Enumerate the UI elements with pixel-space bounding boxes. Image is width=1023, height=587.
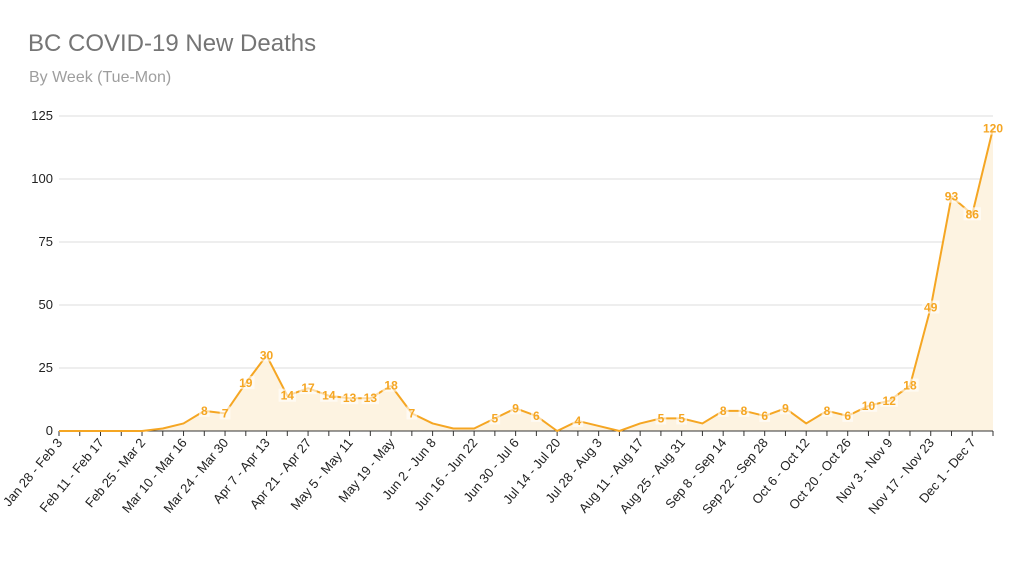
data-label-bg: [821, 403, 833, 417]
data-label-bg: [922, 300, 940, 314]
data-label-bg: [198, 403, 210, 417]
data-label-bg: [842, 408, 854, 422]
data-label-bg: [278, 388, 296, 402]
data-label: 30: [260, 348, 274, 362]
data-label: 13: [364, 391, 378, 405]
data-label-bg: [299, 381, 317, 395]
data-label-bg: [901, 378, 919, 392]
y-tick-label: 25: [39, 360, 53, 375]
data-label: 19: [239, 376, 253, 390]
data-label: 10: [862, 399, 876, 413]
data-label: 17: [301, 381, 315, 395]
data-label: 120: [983, 122, 1003, 136]
data-label-bg: [361, 391, 380, 405]
data-label-bg: [963, 207, 981, 221]
data-label: 8: [741, 404, 748, 418]
data-label: 86: [966, 207, 980, 221]
data-label-bg: [859, 398, 878, 412]
data-label-bg: [655, 411, 667, 425]
data-label-bg: [320, 388, 338, 402]
data-label-bg: [572, 413, 584, 427]
chart-subtitle: By Week (Tue-Mon): [29, 69, 172, 86]
data-label: 7: [222, 406, 229, 420]
data-label-bg: [531, 408, 542, 422]
data-label-bg: [257, 348, 276, 362]
data-label-bg: [942, 189, 961, 203]
data-label: 4: [575, 414, 582, 428]
y-tick-label: 0: [46, 423, 53, 438]
data-label-bg: [237, 376, 255, 390]
series-area-fill: [59, 128, 993, 431]
data-label-bg: [510, 401, 521, 415]
data-label: 5: [678, 411, 685, 425]
data-label: 8: [720, 404, 727, 418]
data-label: 14: [322, 389, 336, 403]
series-line: [59, 128, 994, 432]
data-label-bg: [759, 408, 771, 422]
data-label: 7: [409, 406, 416, 420]
data-label-bg: [219, 406, 231, 420]
data-label: 13: [343, 391, 357, 405]
data-label-bg: [340, 391, 359, 405]
data-label-bg: [980, 121, 1006, 135]
data-label: 93: [945, 190, 959, 204]
data-label-bg: [489, 411, 501, 425]
y-tick-label: 100: [31, 171, 53, 186]
data-label: 18: [903, 379, 917, 393]
data-label: 9: [512, 401, 519, 415]
data-label-bg: [717, 403, 729, 417]
data-label: 8: [201, 404, 208, 418]
data-label-bg: [382, 378, 400, 392]
y-tick-label: 75: [39, 234, 53, 249]
data-label-bg: [880, 393, 898, 407]
data-label: 9: [782, 401, 789, 415]
data-label: 8: [824, 404, 831, 418]
data-label: 6: [761, 409, 768, 423]
chart-title: BC COVID-19 New Deaths: [28, 30, 317, 57]
data-label-bg: [738, 403, 750, 417]
y-tick-label: 50: [39, 297, 53, 312]
data-label-bg: [406, 406, 418, 420]
data-label: 49: [924, 301, 938, 315]
data-label-bg: [780, 401, 791, 415]
data-label: 6: [844, 409, 851, 423]
data-label: 12: [883, 394, 897, 408]
data-label: 5: [658, 411, 665, 425]
data-label: 5: [492, 411, 499, 425]
data-label: 14: [281, 389, 295, 403]
y-tick-label: 125: [31, 108, 53, 123]
data-label: 18: [384, 379, 398, 393]
data-label: 6: [533, 409, 540, 423]
data-label-bg: [676, 411, 688, 425]
